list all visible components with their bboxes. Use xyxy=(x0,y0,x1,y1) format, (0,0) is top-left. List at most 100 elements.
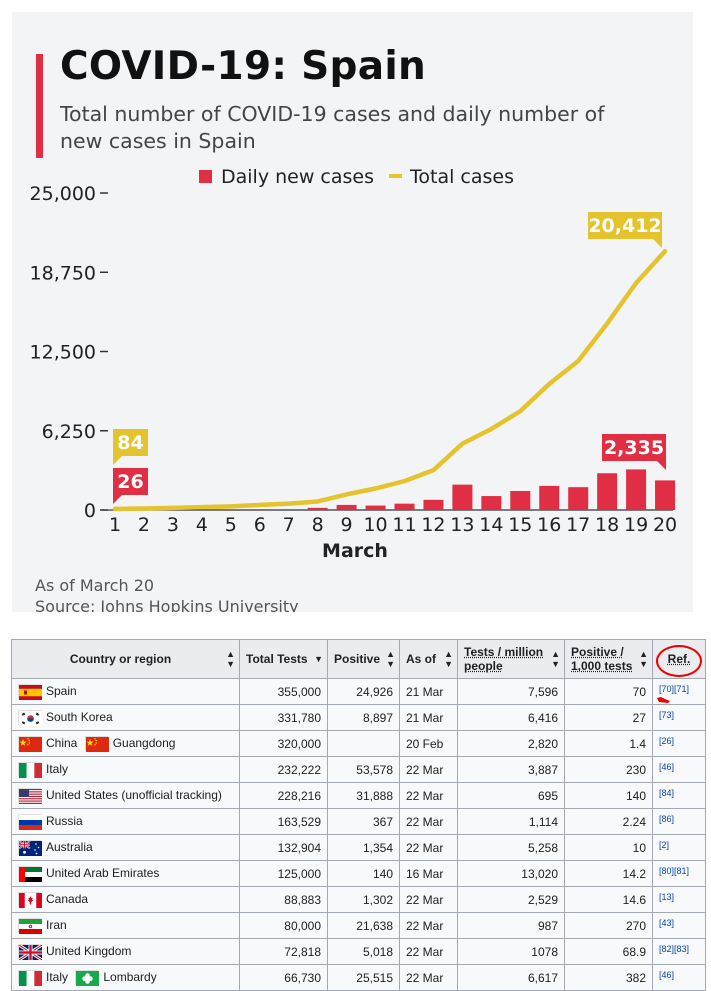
y-tick-label: 12,500 xyxy=(30,342,96,364)
bar-daily-cases xyxy=(481,496,501,510)
country-name[interactable]: United Arab Emirates xyxy=(46,866,159,880)
ref-link[interactable]: [80][81] xyxy=(659,866,689,876)
footer-as-of: As of March 20 xyxy=(35,575,299,596)
header-positive-per-thousand-label[interactable]: Positive / 1,000 tests xyxy=(571,645,632,673)
ref-link[interactable]: [73] xyxy=(659,710,674,720)
cell-as-of: 20 Feb xyxy=(400,731,458,757)
country-name[interactable]: United States xyxy=(46,788,118,802)
cell-total-tests: 163,529 xyxy=(240,809,328,835)
cell-tests-per-million: 6,416 xyxy=(458,705,565,731)
region-name[interactable]: Guangdong xyxy=(113,736,176,750)
country-name[interactable]: Canada xyxy=(46,892,88,906)
ref-link[interactable]: [2] xyxy=(659,840,669,850)
header-ref-label[interactable]: Ref. xyxy=(668,652,691,666)
cell-ref: [73] xyxy=(653,705,706,731)
header-tests-per-million[interactable]: Tests / million people ▲▼ xyxy=(458,640,565,679)
ref-link[interactable]: [84] xyxy=(659,788,674,798)
sort-icon[interactable]: ▲▼ xyxy=(444,649,453,669)
cell-country: Canada xyxy=(12,887,240,913)
cell-country: South Korea xyxy=(12,705,240,731)
flag-it-icon xyxy=(18,762,41,777)
sort-icon[interactable]: ▲▼ xyxy=(551,649,560,669)
callout-daily-start-text: 26 xyxy=(117,471,143,493)
bar-daily-cases xyxy=(539,486,559,510)
cell-total-tests: 355,000 xyxy=(240,679,328,705)
cell-country: United Arab Emirates xyxy=(12,861,240,887)
country-name[interactable]: United Kingdom xyxy=(46,944,131,958)
cell-country: Australia xyxy=(12,835,240,861)
country-extra: (unofficial tracking) xyxy=(118,788,222,802)
cell-ref: [26] xyxy=(653,731,706,757)
cell-country: Russia xyxy=(12,809,240,835)
x-tick-label: 16 xyxy=(537,514,561,536)
cell-total-tests: 80,000 xyxy=(240,913,328,939)
sort-icon[interactable]: ▲▼ xyxy=(386,649,395,669)
ref-link[interactable]: [46] xyxy=(659,970,674,980)
cell-positive: 24,926 xyxy=(328,679,400,705)
header-ref[interactable]: Ref. xyxy=(653,640,706,679)
bar-daily-cases xyxy=(626,469,646,510)
cell-ref: [2] xyxy=(653,835,706,861)
country-name[interactable]: Russia xyxy=(46,814,83,828)
header-positive-per-thousand[interactable]: Positive / 1,000 tests ▲▼ xyxy=(565,640,653,679)
ref-link[interactable]: [86] xyxy=(659,814,674,824)
ref-link[interactable]: [70][71] xyxy=(659,684,689,694)
flag-au-icon xyxy=(18,840,41,855)
header-tests-per-million-label[interactable]: Tests / million people xyxy=(464,645,543,673)
header-country[interactable]: Country or region ▲▼ xyxy=(12,640,240,679)
ref-link[interactable]: [26] xyxy=(659,736,674,746)
sort-desc-icon[interactable]: ▼ xyxy=(314,654,323,664)
region-name[interactable]: Lombardy xyxy=(103,970,156,984)
ref-link[interactable]: [46] xyxy=(659,762,674,772)
x-tick-label: 4 xyxy=(196,514,208,536)
cell-total-tests: 72,818 xyxy=(240,939,328,965)
country-name[interactable]: Italy xyxy=(46,762,68,776)
cell-total-tests: 66,730 xyxy=(240,965,328,991)
cell-positive-per-thousand: 10 xyxy=(565,835,653,861)
cell-total-tests: 331,780 xyxy=(240,705,328,731)
country-name[interactable]: Spain xyxy=(46,684,77,698)
bar-daily-cases xyxy=(655,480,675,510)
country-name[interactable]: South Korea xyxy=(46,710,113,724)
cell-tests-per-million: 2,820 xyxy=(458,731,565,757)
x-tick-label: 5 xyxy=(225,514,237,536)
header-total-tests[interactable]: Total Tests ▼ xyxy=(240,640,328,679)
sort-icon[interactable]: ▲▼ xyxy=(639,649,648,669)
bar-daily-cases xyxy=(308,508,328,510)
cell-positive-per-thousand: 68.9 xyxy=(565,939,653,965)
cell-total-tests: 320,000 xyxy=(240,731,328,757)
cell-tests-per-million: 5,258 xyxy=(458,835,565,861)
bar-daily-cases xyxy=(395,504,415,510)
cell-as-of: 22 Mar xyxy=(400,939,458,965)
header-as-of[interactable]: As of ▲▼ xyxy=(400,640,458,679)
cell-as-of: 22 Mar xyxy=(400,887,458,913)
bar-daily-cases xyxy=(423,500,443,510)
sort-icon[interactable]: ▲▼ xyxy=(226,649,235,669)
flag-ae-icon xyxy=(18,866,41,881)
cell-ref: [43] xyxy=(653,913,706,939)
covid-infographic: COVID-19: Spain Total number of COVID-19… xyxy=(12,12,693,612)
ref-link[interactable]: [82][83] xyxy=(659,944,689,954)
country-name[interactable]: Iran xyxy=(46,918,67,932)
callout-total-start-pointer xyxy=(113,456,122,465)
header-positive[interactable]: Positive ▲▼ xyxy=(328,640,400,679)
cell-positive: 53,578 xyxy=(328,757,400,783)
cell-positive-per-thousand: 382 xyxy=(565,965,653,991)
cell-as-of: 22 Mar xyxy=(400,783,458,809)
country-name[interactable]: Australia xyxy=(46,840,93,854)
ref-link[interactable]: [13] xyxy=(659,892,674,902)
cell-positive: 31,888 xyxy=(328,783,400,809)
y-tick-label: 6,250 xyxy=(42,421,96,443)
ref-link[interactable]: [43] xyxy=(659,918,674,928)
cell-positive: 1,302 xyxy=(328,887,400,913)
x-tick-label: 3 xyxy=(167,514,179,536)
x-tick-label: 19 xyxy=(624,514,648,536)
testing-table: Country or region ▲▼ Total Tests ▼ Posit… xyxy=(11,639,706,991)
bar-daily-cases xyxy=(568,487,588,510)
cell-positive: 367 xyxy=(328,809,400,835)
